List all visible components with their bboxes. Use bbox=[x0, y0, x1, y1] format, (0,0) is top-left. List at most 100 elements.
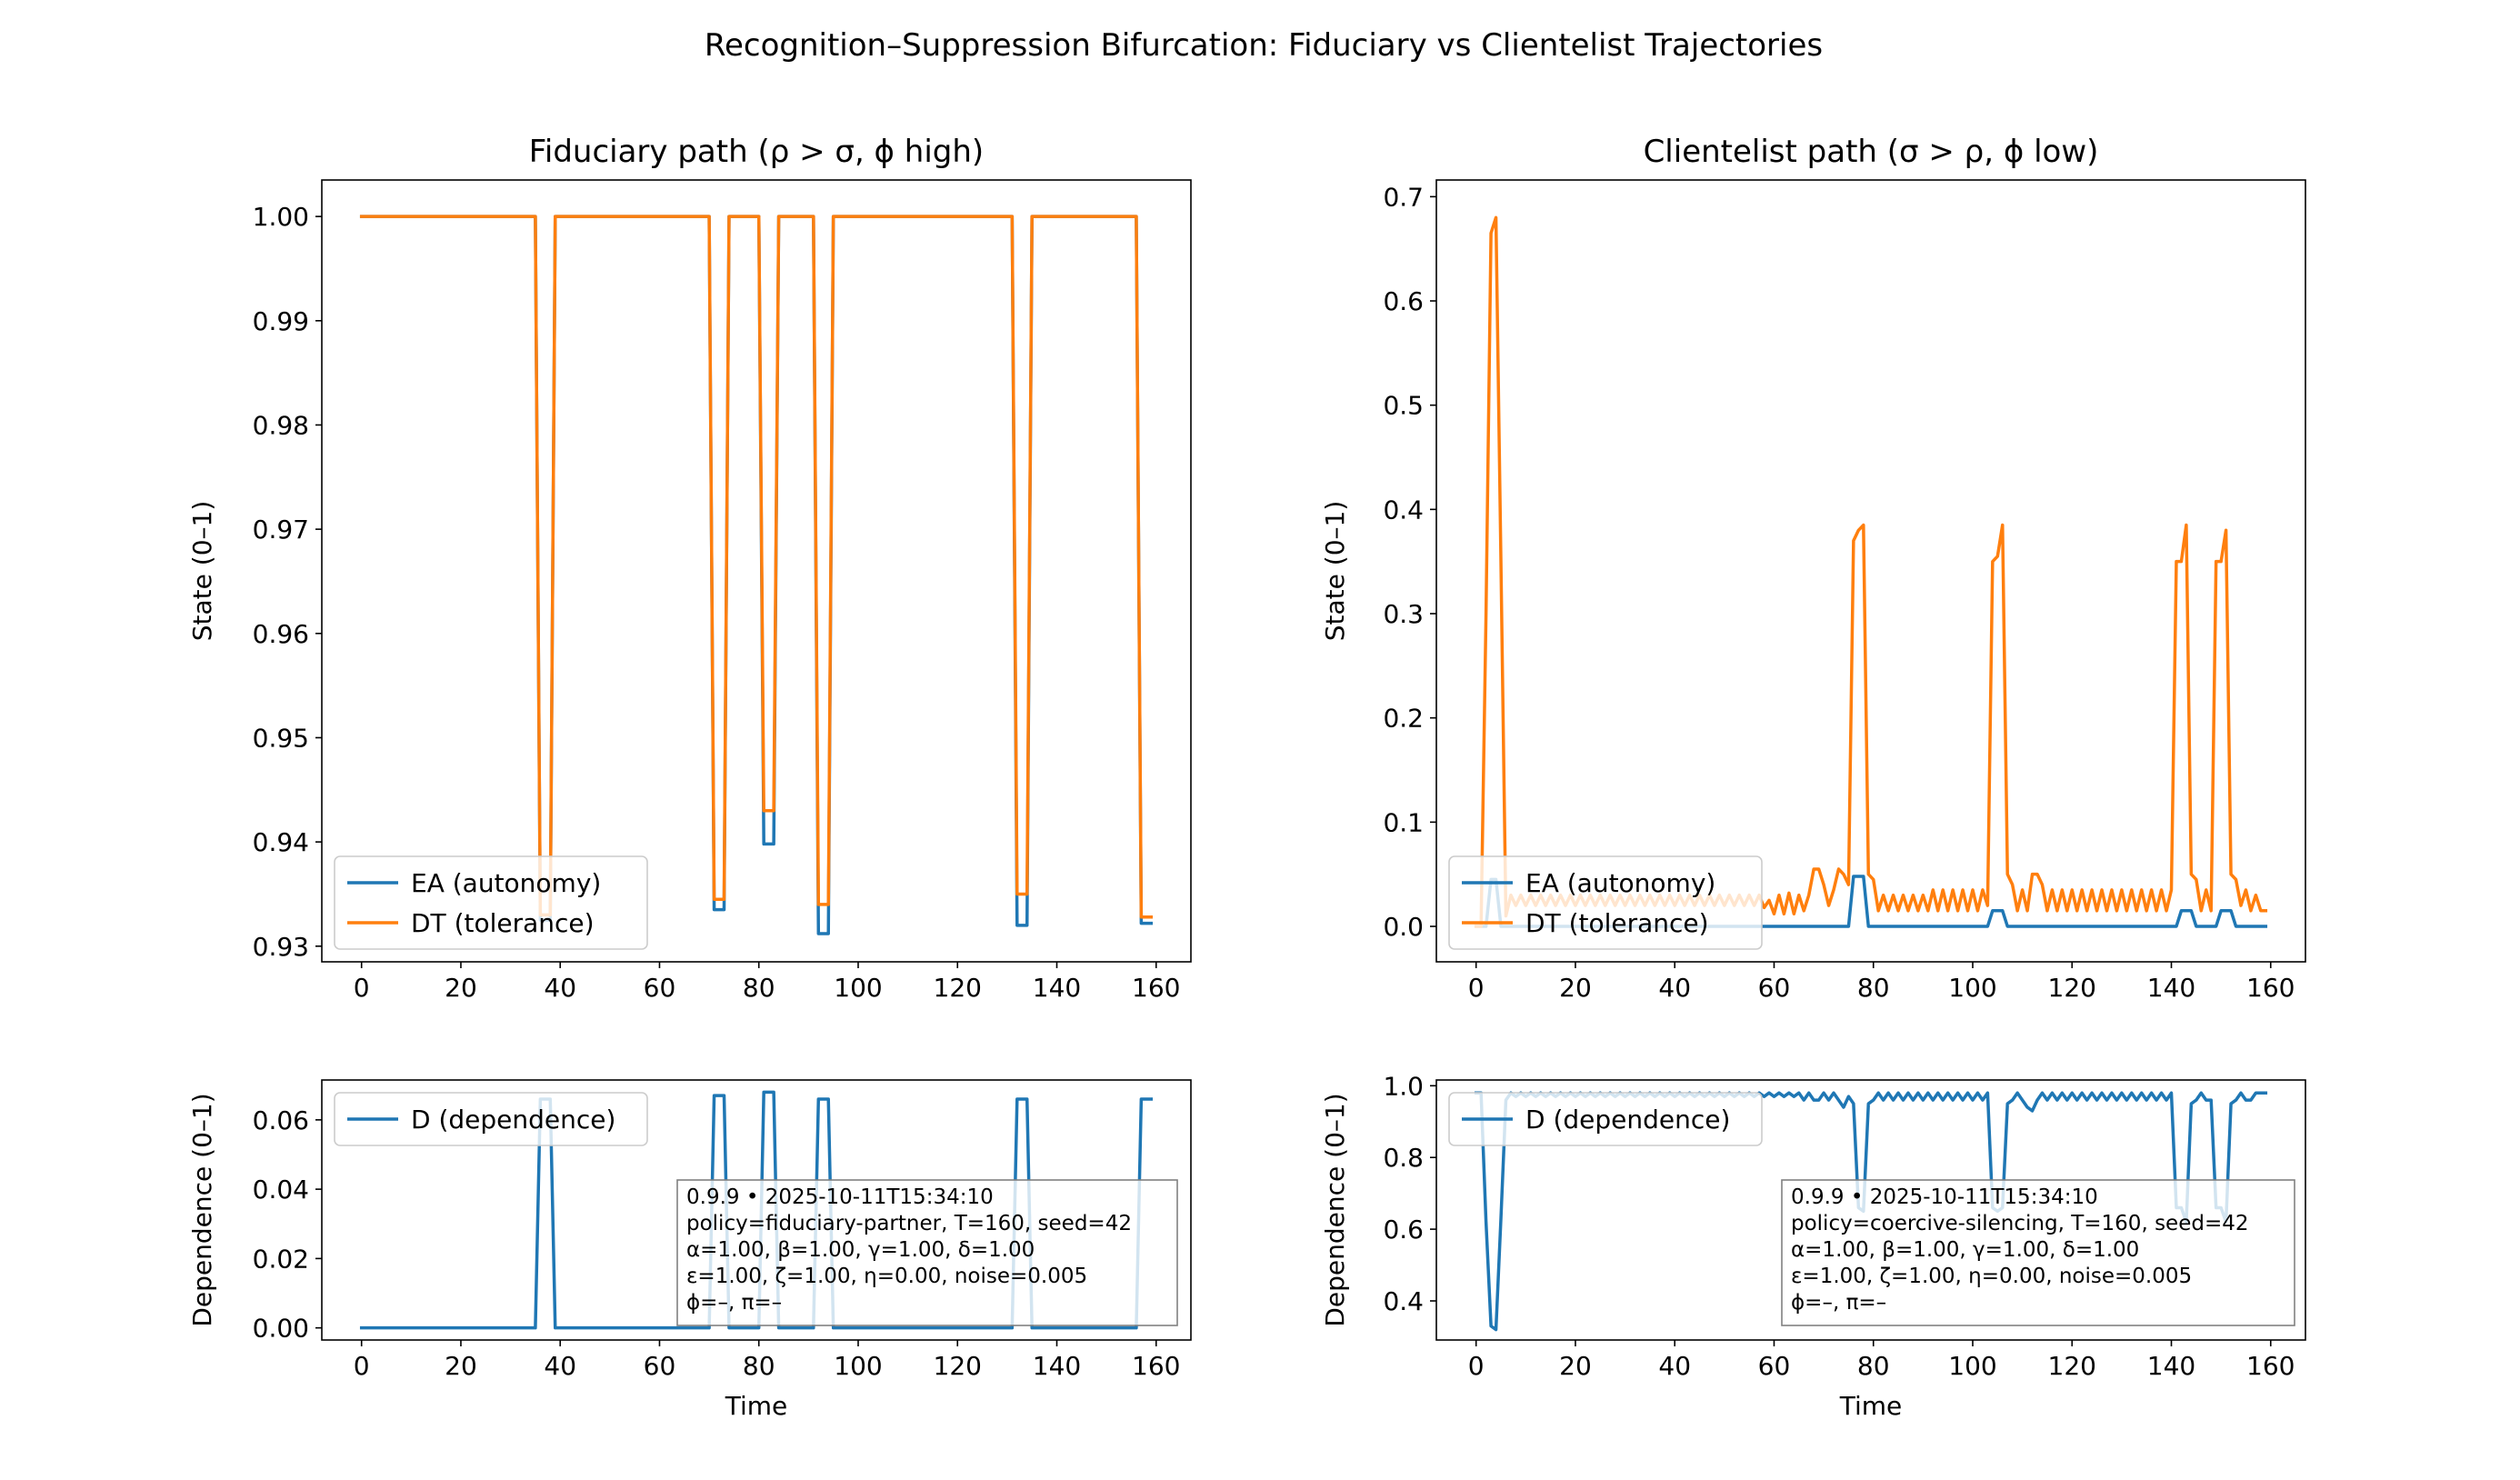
legend: EA (autonomy) DT (tolerance) bbox=[1448, 855, 1763, 950]
x-tick-label: 40 bbox=[544, 973, 576, 1003]
y-tick-label: 0.97 bbox=[253, 515, 309, 545]
x-tick-label: 0 bbox=[354, 973, 370, 1003]
x-tick-label: 20 bbox=[445, 973, 477, 1003]
x-tick-label: 100 bbox=[1948, 1351, 1996, 1381]
y-tick-label: 0.93 bbox=[253, 932, 309, 962]
annotation-frame bbox=[1781, 1179, 2295, 1326]
annotation-line: ε=1.00, ζ=1.00, η=0.00, noise=0.005 bbox=[686, 1265, 1087, 1288]
x-tick-label: 140 bbox=[2147, 1351, 2195, 1381]
axes-frame bbox=[1435, 179, 2306, 963]
y-tick-label: 0.8 bbox=[1383, 1143, 1424, 1173]
x-tick-label: 140 bbox=[1033, 973, 1081, 1003]
axes-frame bbox=[321, 179, 1192, 963]
annotation-line: 0.9.9 • 2025-10-11T15:34:10 bbox=[1791, 1185, 2098, 1209]
annotation-line: policy=fiduciary-partner, T=160, seed=42 bbox=[686, 1212, 1132, 1235]
chart-clientelist-dependence: 0 20 40 60 80 100 120 140 160 0.4 0.6 0.8 1.0 Depende… bbox=[1320, 1071, 2306, 1421]
chart-fiduciary-state: 0 20 40 60 80 100 120 140 160 0.93 0.94 0.95 0.96 0.9… bbox=[187, 134, 1192, 1003]
x-tick-label: 60 bbox=[1758, 973, 1791, 1003]
legend: D (dependence) bbox=[1448, 1092, 1763, 1146]
x-tick-label: 0 bbox=[354, 1351, 370, 1381]
annotation-line: policy=coercive-silencing, T=160, seed=4… bbox=[1791, 1212, 2248, 1235]
x-tick-label: 40 bbox=[544, 1351, 576, 1381]
y-tick-label: 0.5 bbox=[1383, 391, 1424, 421]
chart-clientelist-state: 0 20 40 60 80 100 120 140 160 0.0 0.1 0.2 0.3 0.4 0.5 0… bbox=[1320, 134, 2306, 1003]
y-axis-label: Dependence (0–1) bbox=[187, 1093, 217, 1326]
x-tick-label: 80 bbox=[743, 1351, 775, 1381]
y-tick-label: 0.3 bbox=[1383, 599, 1424, 629]
y-tick-label: 1.00 bbox=[253, 202, 309, 232]
x-axis-label: Time bbox=[725, 1391, 788, 1421]
subplots: 0 20 40 60 80 100 120 140 160 0.93 0.94 0.95 0.96 0.9… bbox=[187, 134, 2306, 1421]
chart-title: Fiduciary path (ρ > σ, ϕ high) bbox=[529, 134, 984, 170]
x-tick-label: 120 bbox=[934, 1351, 982, 1381]
x-tick-label: 20 bbox=[445, 1351, 477, 1381]
annotation-line: ε=1.00, ζ=1.00, η=0.00, noise=0.005 bbox=[1791, 1265, 2192, 1288]
legend-label-dt: DT (tolerance) bbox=[1525, 908, 1709, 938]
series-line-dt bbox=[359, 215, 1154, 919]
annotation-line: ϕ=–, π=– bbox=[686, 1291, 782, 1315]
x-tick-label: 60 bbox=[1758, 1351, 1791, 1381]
legend-label-ea: EA (autonomy) bbox=[1525, 868, 1715, 898]
annotation-box: 0.9.9 • 2025-10-11T15:34:10 policy=coerci… bbox=[1781, 1179, 2295, 1326]
x-tick-label: 100 bbox=[834, 973, 882, 1003]
y-tick-label: 0.6 bbox=[1383, 1215, 1424, 1245]
legend-frame bbox=[1448, 855, 1763, 950]
y-tick-label: 0.7 bbox=[1383, 182, 1424, 212]
y-tick-label: 0.06 bbox=[253, 1105, 309, 1135]
x-tick-label: 80 bbox=[1857, 1351, 1890, 1381]
series-line-dt bbox=[1474, 215, 2268, 928]
x-tick-label: 80 bbox=[743, 973, 775, 1003]
x-tick-label: 160 bbox=[1132, 1351, 1180, 1381]
y-tick-label: 0.98 bbox=[253, 410, 309, 440]
x-tick-label: 80 bbox=[1857, 973, 1890, 1003]
y-tick-label: 0.95 bbox=[253, 723, 309, 753]
series-group bbox=[359, 215, 1154, 935]
y-tick-label: 0.94 bbox=[253, 827, 309, 857]
chart-title: Clientelist path (σ > ρ, ϕ low) bbox=[1644, 134, 2099, 170]
x-tick-label: 40 bbox=[1658, 973, 1691, 1003]
legend: EA (autonomy) DT (tolerance) bbox=[334, 855, 648, 950]
annotation-line: ϕ=–, π=– bbox=[1791, 1291, 1886, 1315]
x-tick-label: 20 bbox=[1559, 973, 1592, 1003]
y-tick-label: 0.99 bbox=[253, 306, 309, 336]
x-tick-label: 160 bbox=[1132, 973, 1180, 1003]
x-tick-label: 60 bbox=[644, 973, 676, 1003]
x-tick-label: 60 bbox=[644, 1351, 676, 1381]
x-tick-label: 100 bbox=[834, 1351, 882, 1381]
x-tick-label: 140 bbox=[2147, 973, 2195, 1003]
figure-suptitle: Recognition–Suppression Bifurcation: Fid… bbox=[705, 27, 1823, 64]
x-tick-label: 120 bbox=[2048, 1351, 2096, 1381]
x-tick-label: 160 bbox=[2246, 973, 2295, 1003]
y-tick-label: 0.0 bbox=[1383, 912, 1424, 942]
annotation-line: α=1.00, β=1.00, γ=1.00, δ=1.00 bbox=[1791, 1238, 2139, 1262]
annotation-line: 0.9.9 • 2025-10-11T15:34:10 bbox=[686, 1185, 994, 1209]
y-tick-label: 0.00 bbox=[253, 1314, 309, 1344]
legend-label-dt: DT (tolerance) bbox=[411, 908, 595, 938]
x-tick-label: 140 bbox=[1033, 1351, 1081, 1381]
y-axis-label: Dependence (0–1) bbox=[1320, 1093, 1350, 1326]
annotation-box: 0.9.9 • 2025-10-11T15:34:10 policy=fiduci… bbox=[676, 1179, 1178, 1326]
legend-frame bbox=[334, 1092, 648, 1146]
x-tick-label: 0 bbox=[1468, 973, 1485, 1003]
axes-frame bbox=[321, 1079, 1192, 1341]
y-tick-label: 1.0 bbox=[1383, 1071, 1424, 1101]
legend-label-d: D (dependence) bbox=[411, 1105, 615, 1135]
y-tick-label: 0.96 bbox=[253, 619, 309, 649]
y-axis-label: State (0–1) bbox=[1320, 501, 1350, 642]
legend-label-ea: EA (autonomy) bbox=[411, 868, 601, 898]
y-tick-label: 0.4 bbox=[1383, 495, 1424, 525]
x-axis-label: Time bbox=[1839, 1391, 1903, 1421]
y-tick-label: 0.04 bbox=[253, 1175, 309, 1205]
x-tick-label: 40 bbox=[1658, 1351, 1691, 1381]
legend-label-d: D (dependence) bbox=[1525, 1105, 1730, 1135]
y-axis-label: State (0–1) bbox=[187, 501, 217, 642]
axes-frame bbox=[1435, 1079, 2306, 1341]
legend: D (dependence) bbox=[334, 1092, 648, 1146]
y-tick-label: 0.02 bbox=[253, 1244, 309, 1274]
chart-fiduciary-dependence: 0 20 40 60 80 100 120 140 160 0.00 0.02 0.04 0.06 Dep… bbox=[187, 1079, 1192, 1421]
x-tick-label: 100 bbox=[1948, 973, 1996, 1003]
series-group bbox=[1474, 215, 2268, 928]
x-tick-label: 120 bbox=[2048, 973, 2096, 1003]
y-tick-label: 0.1 bbox=[1383, 807, 1424, 837]
